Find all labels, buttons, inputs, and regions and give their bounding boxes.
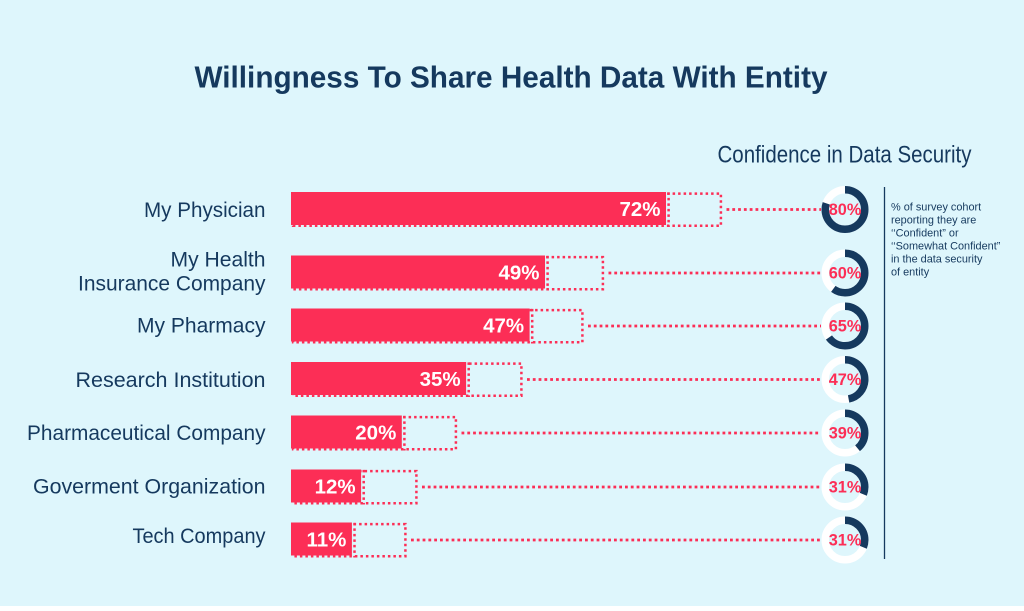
svg-text:65%: 65% [829,318,862,336]
svg-text:35%: 35% [420,368,461,391]
svg-text:80%: 80% [829,201,862,219]
svg-text:Insurance Company: Insurance Company [78,272,266,296]
svg-text:My Health: My Health [171,247,266,271]
svg-text:47%: 47% [829,371,862,389]
svg-text:31%: 31% [829,532,862,550]
svg-text:‘‘Confident” or: ‘‘Confident” or [891,228,959,240]
svg-text:Confidence in Data Security: Confidence in Data Security [718,142,973,169]
svg-text:Research Institution: Research Institution [76,368,266,392]
svg-text:Willingness To Share Health Da: Willingness To Share Health Data With En… [195,61,828,95]
svg-text:47%: 47% [483,315,524,338]
svg-text:60%: 60% [829,265,862,283]
svg-text:‘‘Somewhat Confident”: ‘‘Somewhat Confident” [891,240,1001,252]
svg-text:20%: 20% [355,422,396,445]
svg-text:49%: 49% [498,262,539,285]
svg-text:31%: 31% [829,479,862,497]
svg-text:% of survey cohort: % of survey cohort [891,202,981,214]
svg-text:My Physician: My Physician [144,198,266,222]
svg-text:Tech Company: Tech Company [133,524,266,548]
svg-text:of entity: of entity [891,266,930,278]
svg-text:72%: 72% [619,198,660,221]
svg-text:My Pharmacy: My Pharmacy [137,313,266,337]
svg-text:11%: 11% [306,529,346,552]
svg-text:Goverment Organization: Goverment Organization [33,475,266,499]
svg-text:reporting they are: reporting they are [891,215,976,227]
svg-text:in the data security: in the data security [891,253,983,265]
svg-text:12%: 12% [315,476,356,499]
svg-text:Pharmaceutical Company: Pharmaceutical Company [27,421,266,445]
svg-text:39%: 39% [829,425,862,443]
